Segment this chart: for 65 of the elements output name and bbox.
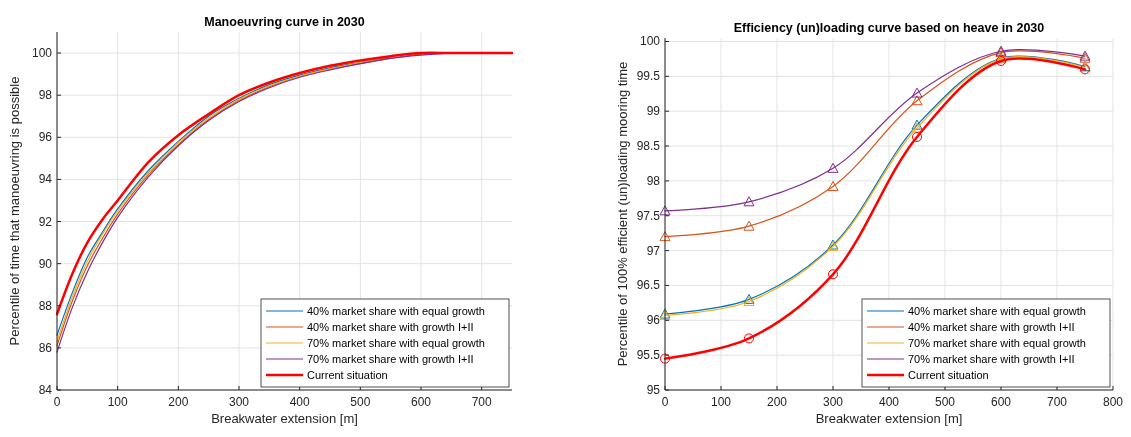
x-tick-label: 300 [822,395,844,409]
legend-label: 70% market share with equal growth [908,337,1086,349]
point [911,95,923,106]
y-tick-label: 88 [38,298,53,313]
legend-label: 40% market share with equal growth [307,305,485,317]
y-tick-label: 96 [646,313,661,328]
y-tick-label: 96 [38,130,53,145]
legend-label: 40% market share with equal growth [908,305,1086,317]
y-tick-label: 100 [31,46,53,61]
y-tick-label: 92 [38,214,53,229]
y-tick-label: 86 [38,340,53,355]
x-tick-label: 100 [710,395,732,409]
point [827,180,839,191]
x-tick-label: 800 [1102,395,1124,409]
legend-label: Current situation [908,369,989,381]
x-tick-label: 600 [410,395,432,409]
x-tick-label: 100 [107,395,128,409]
point [827,162,839,173]
y-tick-label: 99 [646,104,661,119]
legend-label: 70% market share with growth I+II [908,353,1075,365]
x-axis-title: Breakwater extension [m] [815,411,963,426]
x-tick-label: 500 [934,395,956,409]
x-tick-label: 400 [878,395,900,409]
y-tick-label: 99.5 [636,69,661,84]
x-tick-label: 600 [990,395,1012,409]
x-tick-label: 0 [53,395,61,409]
point [659,205,671,216]
legend-label: 40% market share with growth I+II [908,321,1075,333]
y-tick-label: 84 [38,383,53,397]
point [912,131,922,142]
x-tick-label: 200 [168,395,189,409]
y-tick-label: 94 [38,172,53,187]
legend-label: 70% market share with equal growth [307,337,485,349]
point [744,333,754,344]
point [911,87,923,98]
y-tick-label: 90 [38,256,53,271]
y-tick-label: 95.5 [636,348,661,363]
y-tick-label: 98 [38,88,53,103]
x-tick-label: 400 [289,395,310,409]
y-tick-label: 95 [646,383,661,397]
point [828,269,838,280]
chart-title: Manoeuvring curve in 2030 [204,15,365,29]
legend-label: 40% market share with growth I+II [307,321,474,333]
y-tick-label: 100 [639,34,661,49]
point [743,220,755,231]
point [659,231,671,242]
x-tick-label: 0 [661,395,669,409]
point [660,353,670,364]
x-tick-label: 700 [471,395,492,409]
y-tick-label: 96.5 [636,278,661,293]
y-tick-label: 97.5 [636,208,661,223]
y-tick-label: 97 [646,243,661,258]
chart-title: Efficiency (un)loading curve based on heave in 2030 [733,21,1045,35]
x-tick-label: 200 [766,395,788,409]
y-tick-label: 98 [646,173,661,188]
x-tick-label: 500 [350,395,371,409]
point [743,196,755,207]
x-tick-label: 700 [1046,395,1068,409]
x-axis-title: Breakwater extension [m] [211,411,358,426]
y-axis-title: Percentile of time that manoeuvring is possible [7,76,22,346]
x-tick-label: 300 [228,395,250,409]
y-axis-title: Percentile of 100% efficient (un)loading mooring time [615,61,630,367]
legend-label: 70% market share with growth I+II [307,353,474,365]
y-tick-label: 98.5 [636,139,661,154]
legend-label: Current situation [307,369,388,381]
